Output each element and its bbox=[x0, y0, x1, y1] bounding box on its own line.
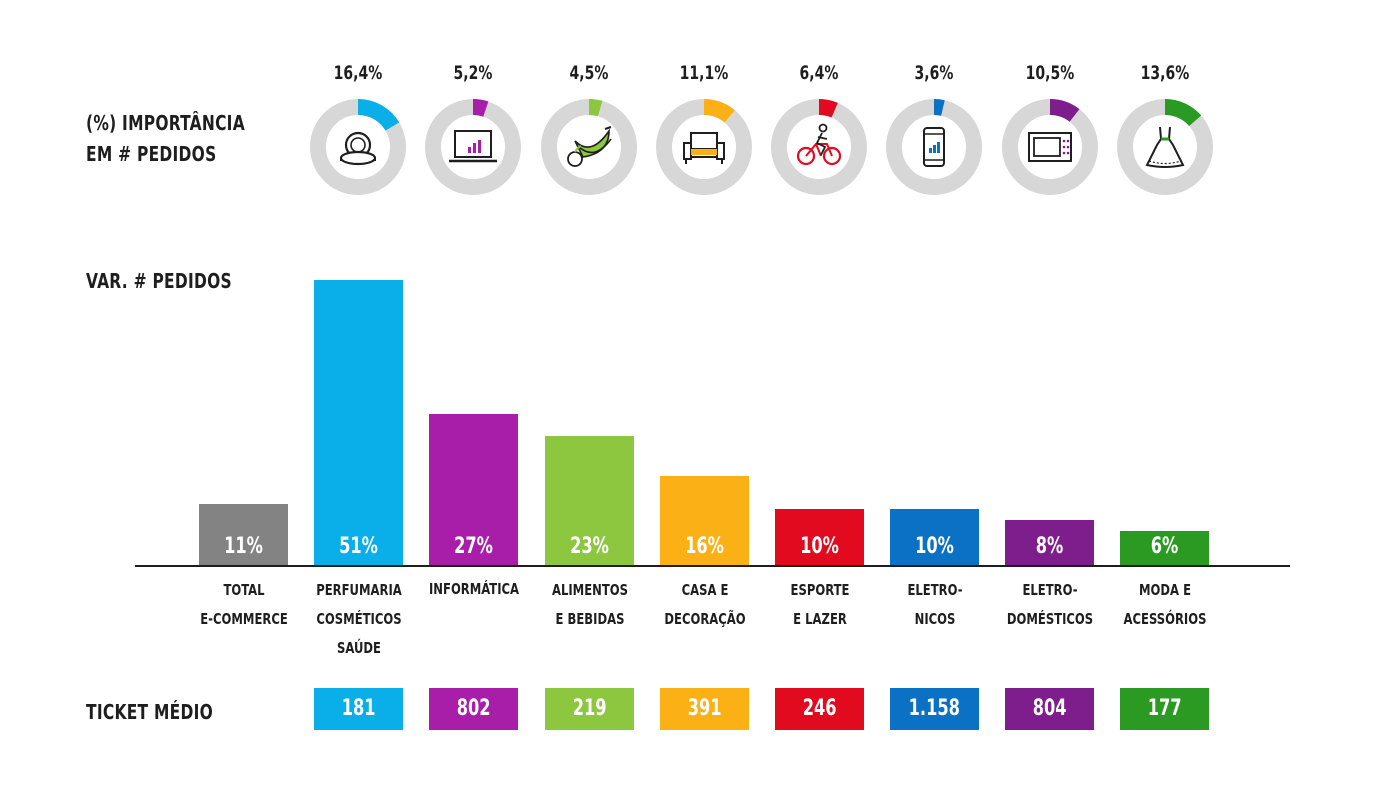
ticket-value: 802 bbox=[456, 696, 491, 721]
ticket-value: 246 bbox=[802, 696, 837, 721]
donut-slice bbox=[771, 99, 867, 195]
bar bbox=[890, 509, 979, 565]
var-pedidos-bar-chart: 11% TOTAL E-COMMERCE 51% PERFUMARIA COSMÉTI… bbox=[135, 280, 1290, 657]
bar-value-label: 6% bbox=[1150, 534, 1179, 559]
importance-donut bbox=[310, 99, 406, 195]
ticket-value-box: 181 bbox=[314, 688, 403, 730]
bar bbox=[314, 280, 403, 565]
donut-slice bbox=[541, 99, 637, 195]
importance-value-label: 3,6% bbox=[914, 62, 954, 84]
ticket-value-box: 219 bbox=[545, 688, 634, 730]
bar-value-label: 10% bbox=[800, 534, 839, 559]
bar-value-label: 8% bbox=[1035, 534, 1064, 559]
dress-icon bbox=[1145, 126, 1185, 168]
donut-slice bbox=[1117, 99, 1213, 195]
donut-slice bbox=[425, 99, 521, 195]
importance-donut bbox=[1117, 99, 1213, 195]
bar-value-label: 10% bbox=[915, 534, 954, 559]
donut-slice bbox=[656, 99, 752, 195]
importance-donut bbox=[541, 99, 637, 195]
importance-value-label: 16,4% bbox=[333, 62, 383, 84]
ticket-value-box: 804 bbox=[1005, 688, 1094, 730]
ticket-value-box: 177 bbox=[1120, 688, 1209, 730]
ticket-value-box: 802 bbox=[429, 688, 518, 730]
smartphone-icon bbox=[923, 127, 945, 167]
category-label: INFORMÁTICA bbox=[428, 580, 519, 598]
category-label: ALIMENTOS E BEBIDAS bbox=[551, 581, 628, 628]
bar-value-label: 23% bbox=[570, 534, 609, 559]
ticket-value: 177 bbox=[1147, 696, 1182, 721]
category-label: CASA E DECORAÇÃO bbox=[663, 581, 746, 628]
donut-slice bbox=[886, 99, 982, 195]
bar-value-label: 16% bbox=[685, 534, 724, 559]
ticket-value-box: 246 bbox=[775, 688, 864, 730]
bar-value-label: 11% bbox=[224, 534, 263, 559]
importance-donut bbox=[425, 99, 521, 195]
cyclist-icon bbox=[796, 123, 842, 166]
importance-donut bbox=[656, 99, 752, 195]
importance-label-line1: (%) IMPORTÂNCIA bbox=[86, 111, 245, 135]
donut-slice bbox=[310, 99, 406, 195]
ticket-value: 219 bbox=[572, 696, 607, 721]
ticket-value-box: 1.158 bbox=[890, 688, 979, 730]
bar bbox=[429, 414, 518, 565]
ticket-value-box: 391 bbox=[660, 688, 749, 730]
microwave-icon bbox=[1028, 132, 1072, 162]
ticket-value: 804 bbox=[1032, 696, 1067, 721]
ticket-value: 1.158 bbox=[908, 696, 961, 721]
bar bbox=[775, 509, 864, 565]
importance-value-label: 13,6% bbox=[1140, 62, 1190, 84]
var-pedidos-label: VAR. # PEDIDOS bbox=[86, 269, 232, 293]
fruits-icon bbox=[567, 126, 612, 167]
category-label: MODA E ACESSÓRIOS bbox=[1123, 581, 1206, 628]
importance-label: (%) IMPORTÂNCIA EM # PEDIDOS bbox=[86, 108, 245, 170]
ticket-value: 391 bbox=[687, 696, 722, 721]
bar bbox=[660, 476, 749, 565]
donut-slice bbox=[1002, 99, 1098, 195]
importance-value-label: 5,2% bbox=[453, 62, 493, 84]
armchair-icon bbox=[683, 132, 725, 164]
importance-value-label: 10,5% bbox=[1025, 62, 1075, 84]
bar-value-label: 27% bbox=[454, 534, 493, 559]
importance-value-label: 4,5% bbox=[569, 62, 609, 84]
category-label: TOTAL E-COMMERCE bbox=[199, 581, 288, 628]
importance-value-label: 11,1% bbox=[679, 62, 729, 84]
importance-donut bbox=[771, 99, 867, 195]
bar-value-label: 51% bbox=[339, 534, 378, 559]
ticket-value: 181 bbox=[341, 696, 376, 721]
category-label: ELETRO- NICOS bbox=[906, 581, 963, 628]
ticket-medio-label: TICKET MÉDIO bbox=[86, 700, 214, 724]
importance-donut-row: 16,4% 5,2% 4,5% 11,1% 6,4% 3,6% 10,5% 13,6% bbox=[0, 0, 1400, 210]
x-axis-line bbox=[135, 565, 1290, 567]
laptop-icon bbox=[449, 130, 497, 163]
importance-label-line2: EM # PEDIDOS bbox=[86, 142, 217, 166]
importance-donut bbox=[1002, 99, 1098, 195]
importance-donut bbox=[886, 99, 982, 195]
category-label: PERFUMARIA COSMÉTICOS SAÚDE bbox=[315, 581, 402, 657]
bar bbox=[1005, 520, 1094, 565]
bar bbox=[199, 504, 288, 565]
bar bbox=[545, 436, 634, 565]
compact-mirror-icon bbox=[339, 131, 377, 166]
category-label: ESPORTE E LAZER bbox=[790, 581, 849, 628]
category-label: ELETRO- DOMÉSTICOS bbox=[1006, 581, 1093, 628]
importance-value-label: 6,4% bbox=[799, 62, 839, 84]
bar bbox=[1120, 531, 1209, 565]
